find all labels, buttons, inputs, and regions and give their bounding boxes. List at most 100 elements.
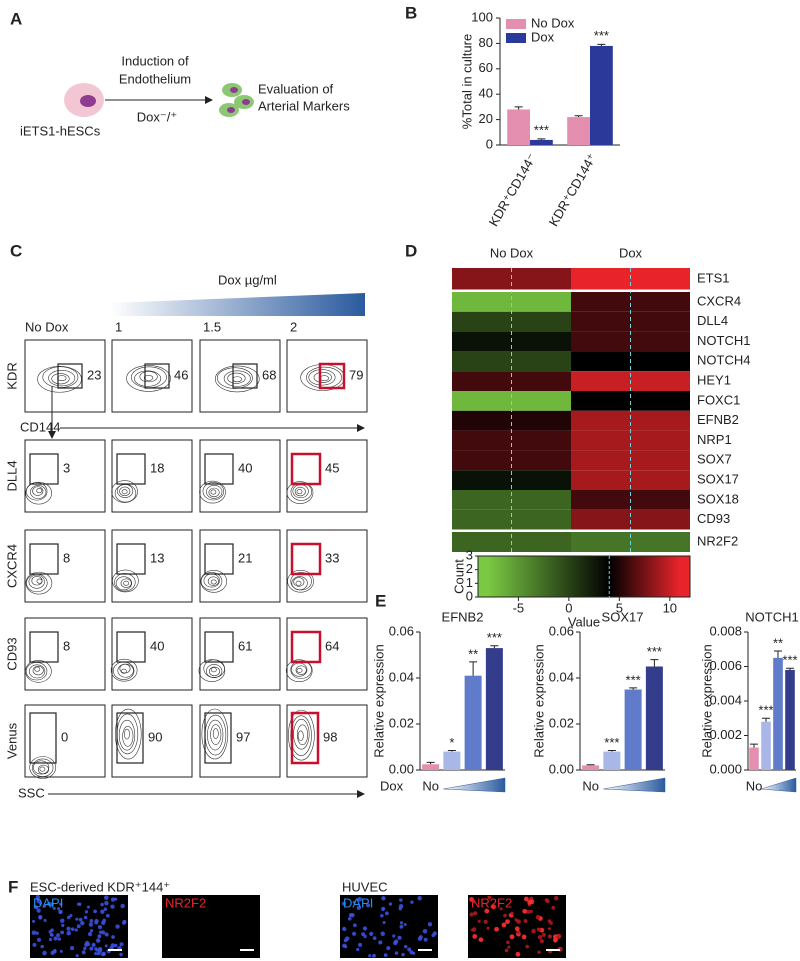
bar bbox=[422, 764, 440, 770]
nucleus bbox=[50, 950, 55, 955]
nucleus bbox=[470, 928, 474, 932]
flow-plot bbox=[199, 339, 281, 413]
gate bbox=[290, 452, 322, 486]
contour bbox=[208, 487, 220, 498]
marker-label: KDR bbox=[4, 362, 19, 389]
nucleus bbox=[410, 900, 414, 904]
bar bbox=[645, 666, 663, 770]
nucleus bbox=[84, 942, 89, 947]
error-bar bbox=[490, 645, 499, 649]
y-tick-label: 100 bbox=[471, 9, 493, 24]
contour bbox=[112, 569, 139, 593]
x-tick-label: KDR⁺CD144⁻ bbox=[486, 151, 540, 229]
contour bbox=[210, 667, 217, 673]
contour bbox=[202, 482, 225, 501]
gate-value: 46 bbox=[174, 367, 188, 382]
nucleus bbox=[352, 923, 357, 928]
nucleus bbox=[89, 929, 94, 933]
contour bbox=[32, 760, 50, 775]
nucleus bbox=[59, 949, 63, 953]
contour bbox=[210, 724, 222, 745]
nucleus bbox=[81, 950, 86, 955]
heatmap-cell bbox=[571, 430, 690, 451]
row-label: SOX7 bbox=[697, 452, 732, 467]
nucleus bbox=[427, 922, 433, 927]
nucleus bbox=[59, 902, 63, 906]
y-tick-label: 0.02 bbox=[389, 715, 414, 730]
chart-title: SOX17 bbox=[602, 609, 644, 624]
heatmap-cell bbox=[571, 292, 690, 312]
y-tick-label: 80 bbox=[479, 35, 493, 50]
nucleus bbox=[93, 909, 97, 914]
error-bar bbox=[514, 106, 523, 110]
contour bbox=[28, 574, 45, 589]
significance: *** bbox=[594, 28, 609, 43]
nucleus bbox=[469, 897, 474, 902]
nucleus bbox=[554, 895, 559, 901]
nucleus bbox=[56, 933, 61, 938]
nucleus bbox=[342, 943, 347, 948]
contour bbox=[123, 580, 130, 586]
flow-plot bbox=[111, 617, 193, 691]
contour bbox=[111, 480, 138, 503]
nucleus bbox=[104, 895, 109, 900]
contour bbox=[295, 580, 302, 586]
contour bbox=[57, 375, 67, 382]
nucleus bbox=[401, 952, 405, 957]
nucleus bbox=[101, 930, 106, 935]
nucleus bbox=[510, 911, 514, 915]
dose-gradient bbox=[761, 777, 797, 793]
nucleus bbox=[399, 924, 404, 929]
nucleus bbox=[32, 942, 37, 947]
gate-value: 97 bbox=[236, 729, 250, 744]
contour bbox=[208, 666, 220, 677]
row-label: NR2F2 bbox=[697, 533, 738, 548]
treatment-text: Dox⁻/⁺ bbox=[137, 109, 177, 124]
error-bar bbox=[774, 650, 782, 658]
nucleus bbox=[547, 927, 551, 931]
nucleus bbox=[31, 930, 37, 935]
y-tick-label: 0.02 bbox=[549, 715, 574, 730]
nucleus bbox=[380, 913, 384, 918]
gate bbox=[29, 453, 59, 485]
bar bbox=[773, 657, 783, 770]
x-tick-label: 0 bbox=[565, 600, 572, 615]
nucleus bbox=[388, 902, 393, 906]
gate-value: 79 bbox=[349, 367, 363, 382]
nucleus bbox=[122, 920, 126, 925]
nucleus bbox=[100, 902, 104, 907]
contour bbox=[308, 369, 336, 386]
contour bbox=[296, 489, 303, 495]
y-tick-label: 20 bbox=[479, 111, 493, 126]
nucleus bbox=[70, 927, 75, 931]
marker-label: CD93 bbox=[4, 637, 19, 670]
nucleus bbox=[525, 944, 530, 949]
gate-value: 68 bbox=[262, 367, 276, 382]
gate bbox=[116, 543, 146, 575]
contour bbox=[25, 659, 52, 683]
nucleus bbox=[95, 938, 101, 943]
nucleus bbox=[80, 920, 85, 926]
y-tick-label: 2 bbox=[466, 561, 473, 576]
flow-plot bbox=[24, 529, 106, 603]
nucleus bbox=[352, 931, 357, 936]
nucleus bbox=[86, 905, 91, 909]
contour bbox=[25, 481, 52, 505]
nucleus bbox=[522, 908, 528, 914]
x-tick-label: 5 bbox=[616, 600, 623, 615]
nucleus bbox=[381, 896, 386, 901]
nucleus bbox=[412, 951, 416, 955]
heatmap-cell bbox=[452, 509, 571, 530]
nucleus bbox=[57, 937, 62, 941]
marker-label: CXCR4 bbox=[4, 544, 19, 588]
error-bar bbox=[426, 761, 435, 765]
row-label: NOTCH4 bbox=[697, 353, 750, 368]
significance: ** bbox=[468, 646, 478, 661]
nucleus bbox=[35, 931, 39, 935]
row-label: SOX18 bbox=[697, 491, 739, 506]
nucleus bbox=[505, 919, 510, 925]
dose-label: 1 bbox=[115, 319, 122, 334]
contour bbox=[139, 371, 158, 383]
nucleus bbox=[50, 902, 54, 906]
